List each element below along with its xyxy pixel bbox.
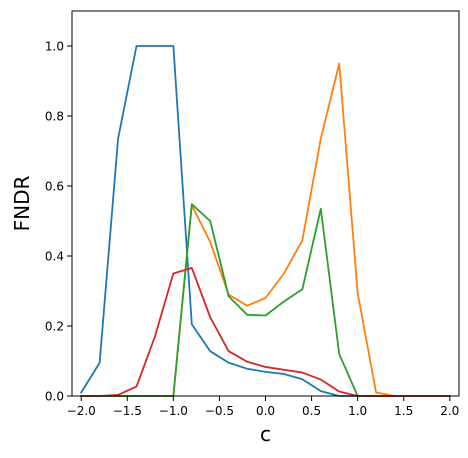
x-tick-label: 2.0 <box>440 404 459 418</box>
axes-layer <box>71 10 460 397</box>
y-tick-label: 0.0 <box>45 390 64 404</box>
x-tick-label: −0.5 <box>205 404 234 418</box>
ticks-layer: −2.0 −1.5 −1.0 −0.5 0.0 0.5 1.0 1.5 2.0 0.0 0.2 0.4… <box>45 40 459 419</box>
x-tick-label: 0.0 <box>256 404 275 418</box>
y-tick-label: 1.0 <box>45 40 64 54</box>
y-tick-label: 0.2 <box>45 320 64 334</box>
x-tick-label: 0.5 <box>302 404 321 418</box>
x-tick-label: −1.5 <box>113 404 142 418</box>
series-line-4 <box>80 266 451 397</box>
y-tick-label: 0.8 <box>45 110 64 124</box>
x-tick-label: −1.0 <box>159 404 188 418</box>
y-tick-label: 0.6 <box>45 180 64 194</box>
series-line-1 <box>79 45 451 397</box>
x-axis-label: c <box>260 422 271 446</box>
x-tick-label: −2.0 <box>67 404 96 418</box>
y-tick-label: 0.4 <box>45 250 64 264</box>
series-layer <box>79 45 451 397</box>
x-tick-label: 1.0 <box>348 404 367 418</box>
y-axis-label: FNDR <box>10 176 34 232</box>
series-line-2 <box>80 62 451 397</box>
plot-frame <box>71 10 460 397</box>
x-tick-label: 1.5 <box>394 404 413 418</box>
